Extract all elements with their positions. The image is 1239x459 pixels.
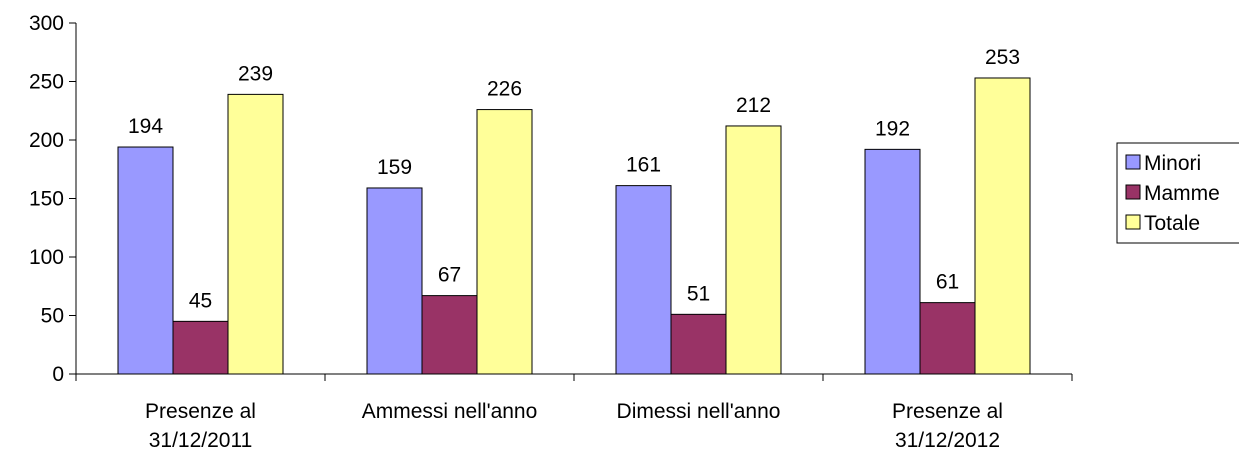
data-label: 67 [438, 264, 461, 287]
data-label: 253 [985, 46, 1020, 69]
bar-minori [117, 146, 174, 375]
y-tick-label: 0 [52, 363, 64, 386]
y-tick-label: 150 [29, 188, 64, 211]
data-label: 45 [189, 289, 212, 312]
x-category-label: 31/12/2012 [895, 429, 1000, 452]
bar-minori [366, 187, 423, 375]
y-tick-label: 50 [41, 305, 64, 328]
x-category-label: Ammessi nell'anno [362, 400, 538, 423]
bars [117, 77, 1031, 375]
legend-swatch-totale [1125, 214, 1141, 230]
x-category-label: Presenze al [145, 400, 256, 423]
y-tick-label: 200 [29, 129, 64, 152]
bar-mamme [172, 320, 229, 375]
bar-totale [476, 109, 533, 375]
data-label: 161 [626, 154, 661, 177]
data-label: 194 [128, 115, 163, 138]
x-category-label: Presenze al [892, 400, 1003, 423]
legend: Minori Mamme Totale [1116, 142, 1239, 244]
bar-mamme [919, 302, 976, 375]
tick-labels: 0 50 100 150 200 250 300 Presenze al 31/12/2011 A… [29, 12, 1003, 452]
legend-label-totale: Totale [1144, 212, 1200, 235]
y-tick-label: 250 [29, 71, 64, 94]
legend-label-mamme: Mamme [1144, 182, 1220, 205]
bar-mamme [670, 313, 727, 375]
y-tick-label: 100 [29, 246, 64, 269]
data-label: 212 [736, 94, 771, 117]
bar-totale [974, 77, 1031, 375]
data-label: 239 [238, 62, 273, 85]
data-label: 51 [687, 282, 710, 305]
legend-swatch-mamme [1125, 184, 1141, 200]
legend-label-minori: Minori [1144, 152, 1201, 175]
data-label: 159 [377, 156, 412, 179]
bar-totale [725, 125, 782, 375]
data-label: 192 [875, 117, 910, 140]
bar-mamme [421, 295, 478, 375]
y-tick-label: 300 [29, 12, 64, 35]
x-category-label: Dimessi nell'anno [617, 400, 781, 423]
bar-minori [864, 148, 921, 375]
data-label: 226 [487, 78, 522, 101]
bar-totale [227, 93, 284, 375]
x-category-label: 31/12/2011 [149, 429, 253, 452]
data-labels: 194 45 239 159 67 226 161 51 212 192 61 253 [128, 46, 1020, 312]
legend-swatch-minori [1125, 154, 1141, 170]
data-label: 61 [936, 271, 959, 294]
bar-minori [615, 185, 672, 375]
